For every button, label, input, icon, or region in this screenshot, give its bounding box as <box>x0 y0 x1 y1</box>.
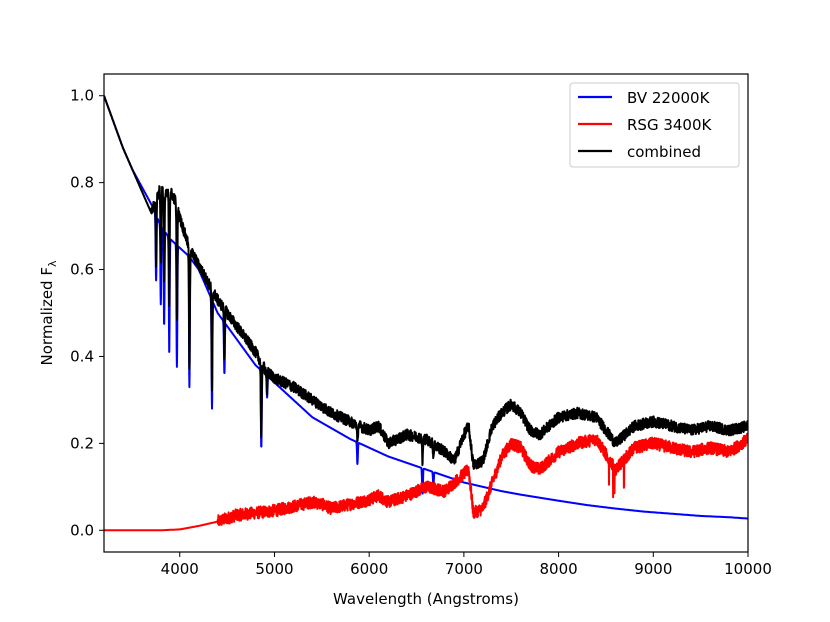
x-tick-label: 6000 <box>350 560 388 578</box>
y-tick-label: 0.8 <box>70 174 94 192</box>
y-axis-label-subscript: λ <box>46 260 59 267</box>
x-tick-label: 7000 <box>445 560 483 578</box>
series-line-rsg-3400k <box>104 432 748 532</box>
y-tick-label: 0.2 <box>70 434 94 452</box>
x-axis-ticks: 4000 5000 6000 7000 8000 9000 10000 <box>161 552 772 578</box>
legend-label-bv: BV 22000K <box>627 89 711 107</box>
x-tick-label: 8000 <box>539 560 577 578</box>
legend: BV 22000K RSG 3400K combined <box>569 82 740 168</box>
x-tick-label: 9000 <box>634 560 672 578</box>
y-tick-label: 0.6 <box>70 261 94 279</box>
y-axis-ticks: 0.0 0.2 0.4 0.6 0.8 1.0 <box>70 87 104 539</box>
plot-area: 4000 5000 6000 7000 8000 9000 10000 0.00.20.40… <box>70 73 772 578</box>
series-line-combined <box>104 95 748 470</box>
legend-label-rsg: RSG 3400K <box>627 116 713 134</box>
x-axis-label: Wavelength (Angstroms) <box>333 590 519 608</box>
y-tick-label: 0.0 <box>70 521 94 539</box>
y-tick-label: 0.4 <box>70 347 94 365</box>
x-tick-label: 4000 <box>161 560 199 578</box>
series-lines <box>104 95 748 532</box>
y-axis-label-main: Normalized F <box>38 267 56 365</box>
axes-frame <box>103 73 749 553</box>
y-axis-label: Normalized Fλ <box>38 260 59 365</box>
legend-box <box>569 82 740 168</box>
y-tick-label: 1.0 <box>70 87 94 105</box>
x-tick-label: 10000 <box>724 560 772 578</box>
x-tick-label: 5000 <box>255 560 293 578</box>
legend-label-combined: combined <box>627 143 701 161</box>
